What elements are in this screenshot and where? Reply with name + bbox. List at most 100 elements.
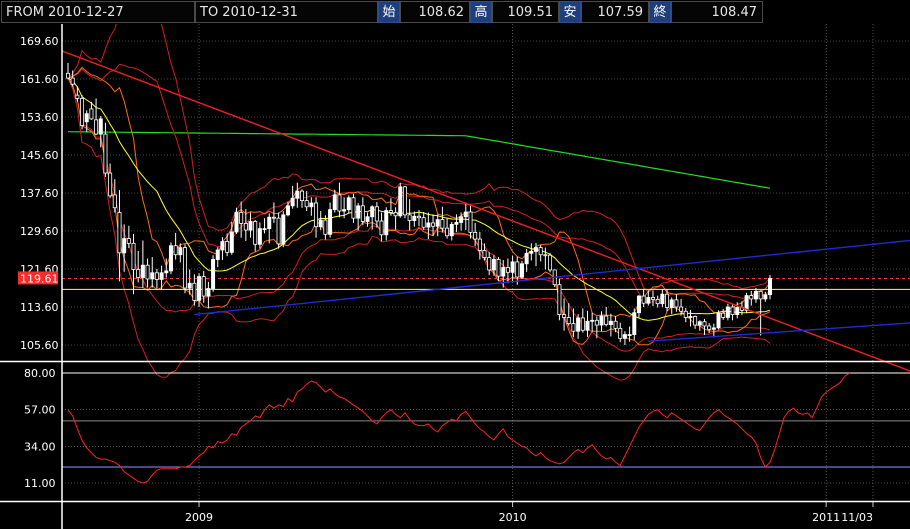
candle-body xyxy=(220,241,225,251)
candle-body xyxy=(646,297,651,304)
candle-body xyxy=(318,219,323,228)
from-date-field: FROM 2010-12-27 xyxy=(1,1,195,23)
current-price-tag-label: 119.61 xyxy=(20,272,59,285)
candle-body xyxy=(524,252,529,265)
candle-body xyxy=(440,219,445,229)
candle-body xyxy=(519,263,524,278)
candle-body xyxy=(613,320,618,329)
candle-body xyxy=(271,216,276,219)
candle-body xyxy=(627,334,632,336)
price-tick-label: 153.60 xyxy=(20,111,59,124)
candle-body xyxy=(683,310,688,318)
candle-body xyxy=(590,319,595,322)
candle-body xyxy=(416,215,421,219)
candle-body xyxy=(112,194,117,209)
candle-body xyxy=(234,212,239,233)
candle-body xyxy=(580,317,585,331)
oscillator-tick-label: 57.00 xyxy=(24,404,56,417)
candle-body xyxy=(192,282,197,301)
candle-body xyxy=(384,210,389,236)
candle-body xyxy=(351,197,356,219)
candle-body xyxy=(145,264,150,280)
candle-body xyxy=(445,227,450,237)
time-tick-label: 2011 xyxy=(812,511,840,524)
candle-body xyxy=(257,228,262,245)
candle-body xyxy=(435,219,440,227)
candle-body xyxy=(98,118,103,135)
candle-body xyxy=(534,247,539,252)
oscillator-panel: 80.00 57.00 34.00 11.00 xyxy=(24,367,910,490)
candle-body xyxy=(248,221,253,231)
candle-body xyxy=(370,206,375,218)
candle-body xyxy=(309,202,314,208)
candle-body xyxy=(665,293,670,308)
candle-body xyxy=(716,312,721,329)
candle-body xyxy=(529,251,534,254)
candle-body xyxy=(187,282,192,289)
stock-chart[interactable]: 2009 2010 2011 11/03 169.60 161.60 153.60 145.… xyxy=(0,24,910,529)
high-label: 高 xyxy=(470,1,492,23)
price-tick-label: 113.60 xyxy=(20,301,59,314)
uptrend-line xyxy=(194,239,910,316)
candle-body xyxy=(197,276,202,301)
candle-body xyxy=(594,319,599,326)
candle-body xyxy=(374,206,379,222)
candle-body xyxy=(178,247,183,256)
candle-body xyxy=(262,228,267,231)
candle-body xyxy=(505,267,510,273)
time-tick-label: 2010 xyxy=(499,511,527,524)
candle-body xyxy=(576,317,581,332)
candle-body xyxy=(337,194,342,212)
x-axis: 2009 2010 2011 11/03 xyxy=(185,501,874,524)
open-value: 108.62 xyxy=(400,1,470,23)
candle-body xyxy=(314,202,319,228)
candlesticks xyxy=(66,62,773,345)
candle-body xyxy=(655,298,660,305)
candle-body xyxy=(94,119,99,135)
candle-body xyxy=(243,222,248,231)
low-value: 107.59 xyxy=(581,1,649,23)
candle-body xyxy=(496,259,501,277)
candle-body xyxy=(421,217,426,228)
candle-body xyxy=(566,317,571,325)
candle-body xyxy=(412,215,417,221)
quote-header-bar: FROM 2010-12-27 TO 2010-12-31 始 108.62 高… xyxy=(0,0,910,24)
oscillator-tick-label: 80.00 xyxy=(24,367,56,380)
candle-body xyxy=(510,261,515,273)
candle-body xyxy=(75,94,80,99)
price-tick-label: 137.60 xyxy=(20,187,59,200)
candle-body xyxy=(267,216,272,230)
candle-body xyxy=(758,290,763,300)
candle-body xyxy=(449,223,454,237)
trend-lines[interactable] xyxy=(61,50,910,372)
candle-body xyxy=(84,113,89,123)
candle-body xyxy=(108,172,113,197)
candle-body xyxy=(225,241,230,253)
candle-body xyxy=(599,315,604,326)
candle-body xyxy=(239,212,244,224)
candle-body xyxy=(557,284,562,315)
candle-body xyxy=(744,295,749,311)
candle-body xyxy=(725,306,730,318)
price-tick-label: 145.60 xyxy=(20,149,59,162)
candle-body xyxy=(281,214,286,245)
close-label: 終 xyxy=(649,1,671,23)
downtrend-line xyxy=(61,50,910,372)
long-moving-average-line xyxy=(67,131,771,189)
candle-body xyxy=(459,216,464,223)
candle-body xyxy=(388,210,393,213)
current-price-tag xyxy=(18,271,58,285)
candle-body xyxy=(768,278,773,296)
candle-body xyxy=(702,321,707,327)
oscillator-tick-label: 11.00 xyxy=(24,477,56,490)
price-tick-label: 129.60 xyxy=(20,225,59,238)
candle-body xyxy=(136,269,141,278)
candle-body xyxy=(763,294,768,300)
candle-body xyxy=(548,254,553,271)
candle-body xyxy=(632,312,637,335)
candle-body xyxy=(159,272,164,280)
close-value: 108.47 xyxy=(671,1,763,23)
price-axis-labels: 169.60161.60153.60145.60137.60129.60121.… xyxy=(18,35,59,352)
candle-body xyxy=(407,214,412,221)
panel-frame xyxy=(0,24,910,529)
